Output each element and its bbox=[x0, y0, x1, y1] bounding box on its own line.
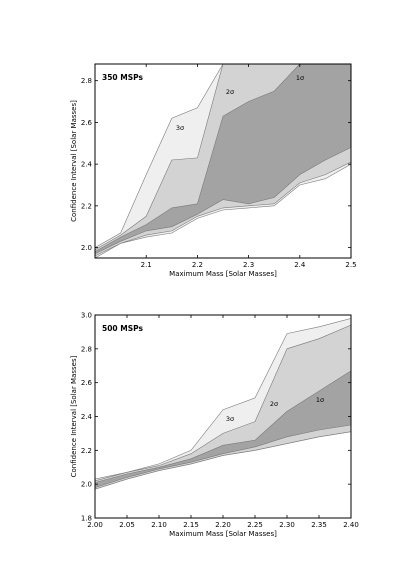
band-label: 1σ bbox=[296, 74, 304, 82]
band-label: 3σ bbox=[176, 124, 184, 132]
x-tick-label: 2.05 bbox=[119, 521, 135, 529]
y-tick-label: 2.8 bbox=[81, 77, 92, 85]
panel-title: 500 MSPs bbox=[102, 324, 143, 333]
x-tick-label: 2.3 bbox=[243, 261, 254, 269]
x-tick-label: 2.15 bbox=[183, 521, 199, 529]
bands bbox=[95, 318, 351, 490]
y-axis-label: Confidence Interval [Solar Masses] bbox=[70, 355, 78, 477]
band-3sigma bbox=[95, 64, 351, 255]
band-label: 3σ bbox=[226, 415, 234, 423]
y-tick-label: 2.6 bbox=[81, 119, 93, 127]
y-tick-label: 2.6 bbox=[81, 379, 93, 387]
y-tick-label: 2.4 bbox=[81, 161, 93, 169]
y-axis-label: Confidence Interval [Solar Masses] bbox=[70, 100, 78, 222]
x-tick-label: 2.30 bbox=[279, 521, 295, 529]
y-tick-label: 3.0 bbox=[81, 312, 92, 320]
x-tick-label: 2.25 bbox=[247, 521, 263, 529]
y-tick-label: 2.4 bbox=[81, 413, 93, 421]
y-tick-label: 2.2 bbox=[81, 447, 92, 455]
x-axis-label: Maximum Mass [Solar Masses] bbox=[169, 270, 277, 278]
x-axis-label: Maximum Mass [Solar Masses] bbox=[169, 530, 277, 538]
band-2sigma bbox=[95, 324, 351, 490]
band-label: 1σ bbox=[316, 396, 324, 404]
panel-title: 350 MSPs bbox=[102, 73, 143, 82]
plot-frame bbox=[94, 63, 352, 259]
x-tick-label: 2.2 bbox=[192, 261, 203, 269]
panel-350-msps: 2.1 2.2 2.3 2.4 2.5 2.0 2.2 2.4 2.6 2.8 350 MSPs 3σ… bbox=[70, 63, 357, 278]
x-tick-label: 2.5 bbox=[345, 261, 356, 269]
y-tick-label: 1.8 bbox=[81, 515, 92, 523]
x-tick-label: 2.35 bbox=[311, 521, 327, 529]
band-3sigma bbox=[95, 370, 351, 488]
x-tick-label: 2.40 bbox=[343, 521, 359, 529]
y-tick-label: 2.0 bbox=[81, 244, 92, 252]
x-tick-label: 2.1 bbox=[141, 261, 152, 269]
x-tick-label: 2.4 bbox=[294, 261, 306, 269]
y-tick-label: 2.2 bbox=[81, 202, 92, 210]
bands bbox=[95, 64, 351, 258]
x-tick-label: 2.10 bbox=[151, 521, 167, 529]
x-tick-label: 2.20 bbox=[215, 521, 231, 529]
band-label: 2σ bbox=[226, 88, 234, 96]
x-tick-label: 2.00 bbox=[87, 521, 103, 529]
band-label: 2σ bbox=[270, 400, 278, 408]
y-tick-label: 2.8 bbox=[81, 345, 92, 353]
panel-500-msps: 2.00 2.05 2.10 2.15 2.20 2.25 2.30 2.35 2.40 1.8 2… bbox=[70, 312, 359, 539]
y-tick-label: 2.0 bbox=[81, 481, 92, 489]
